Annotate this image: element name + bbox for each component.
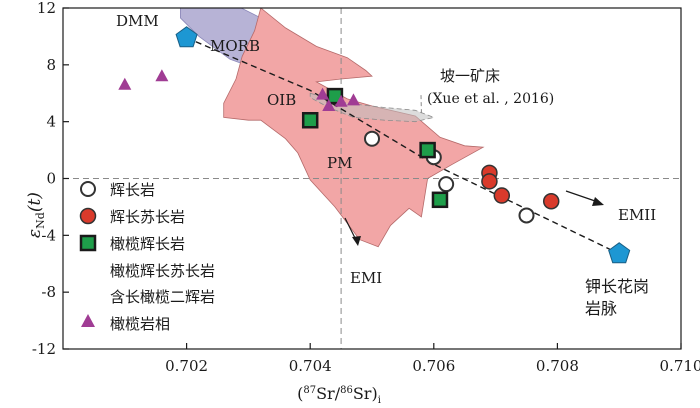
legend-ol-gabbronorite-label: 橄榄辉长苏长岩 [110, 262, 215, 280]
emii-label: EMII [618, 206, 656, 224]
x-open: ( [297, 384, 303, 403]
x-sr-a: Sr/ [316, 384, 341, 403]
x-tick-label: 0.708 [536, 357, 579, 375]
emi-arrow-head [352, 236, 361, 246]
morb-label: MORB [210, 37, 260, 55]
citation-label: (Xue et al. , 2016) [427, 91, 554, 107]
y-tick-label: 12 [37, 0, 56, 17]
x-tick-label: 0.710 [660, 357, 700, 375]
x-sub-i: i [378, 395, 381, 406]
point-gabbronorite-4 [542, 192, 560, 210]
x-mass-86: 86 [340, 385, 353, 396]
emii-arrow-head [592, 197, 604, 206]
poyi-label: 坡一矿床 [440, 67, 500, 85]
point-gabbro-3 [438, 176, 455, 193]
y-tick-label: 8 [46, 56, 56, 74]
end-member-dmm [175, 26, 198, 48]
legend-gabbro-marker [80, 181, 96, 197]
point-peridotite-facies-1 [118, 77, 132, 90]
y-tick-label: -4 [41, 226, 56, 244]
legend-peridotite-marker [81, 314, 95, 327]
point-gabbro-1 [364, 130, 380, 147]
legend-ol-gabbro-label: 橄榄辉长岩 [110, 235, 185, 253]
y-tick-label: -12 [32, 340, 56, 358]
legend: 辉长岩 辉长苏长岩 橄榄辉长岩 橄榄辉长苏长岩 含长橄榄二辉岩 橄榄岩相 [79, 181, 215, 333]
x-tick-label: 0.704 [289, 357, 332, 375]
y-axis-label: εNd(t) [25, 192, 47, 238]
x-mass-87: 87 [303, 385, 316, 396]
point-peridotite-facies-4 [322, 99, 336, 112]
point-olivine-gabbro-2 [326, 87, 344, 105]
granite-vein-label-2: 岩脉 [585, 299, 617, 318]
point-peridotite-facies-3 [316, 87, 330, 100]
granite-vein-label-1: 钾长花岗 [585, 277, 649, 296]
emii-arrow-line [565, 190, 599, 203]
regions-layer [179, 8, 485, 248]
point-peridotite-facies-6 [346, 93, 360, 106]
end-member-granite-vein [608, 242, 631, 264]
points-layer [118, 26, 631, 264]
point-peridotite-facies-5 [334, 94, 348, 107]
point-olivine-gabbro-1 [301, 111, 319, 129]
legend-gabbro-label: 辉长岩 [110, 181, 155, 199]
point-peridotite-facies-2 [155, 69, 169, 82]
y-tick-label: 0 [46, 170, 56, 188]
legend-gabbronorite-label: 辉长苏长岩 [110, 208, 185, 226]
point-olivine-gabbro-4 [431, 191, 449, 209]
region-pm-oib-field [223, 8, 485, 248]
y-axis-eps: ε [25, 229, 45, 238]
dmm-label: DMM [116, 12, 159, 30]
oib-label: OIB [267, 91, 296, 109]
x-tick-label: 0.702 [165, 357, 208, 375]
legend-peridotite-label: 橄榄岩相 [110, 315, 170, 333]
point-olivine-gabbro-3 [419, 141, 436, 159]
x-tick-label: 0.706 [412, 357, 455, 375]
x-axis-label: (87Sr/86Sr)i [297, 384, 381, 406]
y-tick-label: 4 [46, 113, 56, 131]
region-poyi-deposit-field [309, 92, 436, 123]
pm-label: PM [327, 154, 352, 172]
legend-gabbronorite-marker [79, 207, 97, 225]
y-axis-tail: (t) [25, 192, 45, 212]
y-axis-sub: Nd [34, 212, 47, 229]
point-gabbronorite-3 [493, 187, 511, 204]
point-gabbronorite-2 [481, 173, 498, 190]
y-tick-label: -8 [41, 283, 56, 301]
point-gabbro-4 [518, 207, 535, 224]
reference-lines [63, 8, 681, 349]
ticks-layer: 0.702 0.704 0.706 0.708 0.710 -12 -8 -4 0 4 8 12 [32, 0, 700, 375]
legend-amphibole-label: 含长橄榄二辉岩 [110, 288, 215, 306]
emi-label: EMI [350, 269, 382, 287]
x-sr-b: Sr) [353, 384, 378, 403]
legend-ol-gabbro-marker [79, 234, 97, 252]
